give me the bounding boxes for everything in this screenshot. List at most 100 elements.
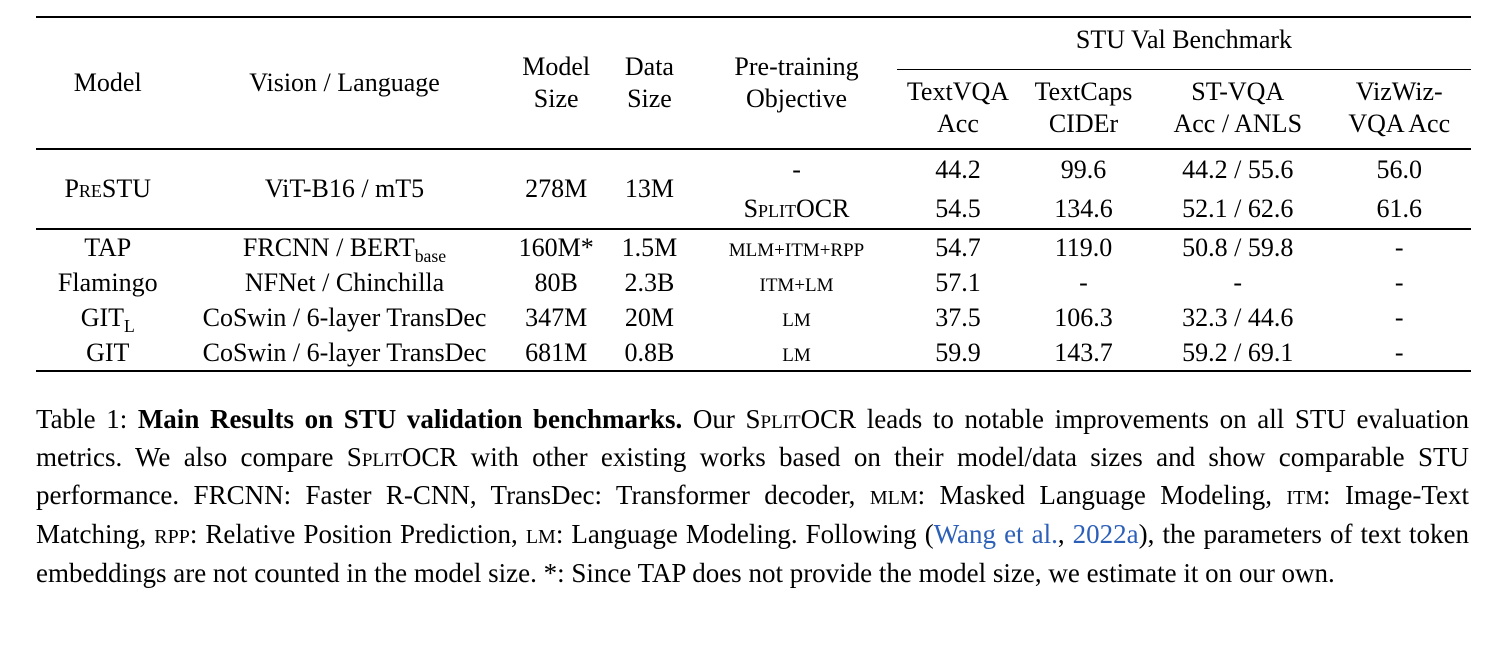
col-header-textvqa: TextVQA Acc: [897, 69, 1019, 149]
header-line-2: Acc: [937, 109, 979, 138]
cell-stvqa: 59.2 / 69.1: [1182, 337, 1294, 367]
citation-link-2022a[interactable]: 2022a: [1072, 519, 1139, 549]
cell-model: GITL: [36, 300, 180, 335]
table-row: Flamingo NFNet / Chinchilla 80B 2.3B ITM…: [36, 265, 1471, 300]
cell-model: TAP: [36, 229, 180, 265]
caption-text: : Masked Language Modeling,: [917, 480, 1287, 510]
cell-data-size: 2.3B: [624, 267, 675, 297]
col-header-vision-language: Vision / Language: [249, 68, 440, 97]
cell-textvqa: 57.1: [935, 267, 981, 297]
cell-stvqa: 44.2 / 55.6: [1182, 154, 1294, 184]
caption-title: Main Results on STU validation benchmark…: [137, 404, 683, 434]
caption-text: : Relative Position Prediction,: [189, 519, 526, 549]
header-line-2: Size: [627, 84, 672, 113]
cell-vision-language: NFNet / Chinchilla: [180, 265, 510, 300]
model-name: GIT: [86, 337, 130, 367]
cell-model-size: 347M: [525, 302, 588, 332]
cell-textcaps: 99.6: [1060, 154, 1107, 184]
cell-model: Flamingo: [36, 265, 180, 300]
col-header-data-size: Data Size: [603, 17, 696, 149]
cell-vision-language: CoSwin / 6-layer TransDec: [180, 300, 510, 335]
cell-objective: ITM+LM: [759, 267, 834, 297]
prestu-row-splitocr: SplitOCR 54.5 134.6 52.1 / 62.6 61.6: [36, 189, 1471, 229]
model-subscript: L: [124, 315, 135, 336]
cell-model: GIT: [36, 335, 180, 371]
cell-textvqa: 44.2: [935, 154, 981, 184]
header-line-1: Data: [624, 51, 674, 81]
cell-stvqa: 52.1 / 62.6: [1182, 193, 1294, 223]
header-line-1: Model: [522, 51, 591, 81]
table-row: GIT CoSwin / 6-layer TransDec 681M 0.8B …: [36, 335, 1471, 371]
col-header-model: Model: [73, 68, 142, 97]
header-line-2: VQA Acc: [1348, 109, 1451, 138]
caption-text: : Language Modeling. Following (: [555, 519, 934, 549]
cell-objective: SplitOCR: [743, 193, 850, 223]
cell-vizwiz: -: [1394, 302, 1404, 332]
model-name: Flamingo: [57, 267, 158, 297]
cell-model: PreSTU: [64, 174, 152, 203]
col-header-textcaps: TextCaps CIDEr: [1019, 69, 1148, 149]
caption-abbrev-rpp: RPP: [154, 519, 190, 550]
cell-vision-language: CoSwin / 6-layer TransDec: [180, 335, 510, 371]
caption-text: with other existing works based on their…: [36, 442, 1469, 510]
caption-text: ), the parameters of text token embeddin…: [36, 519, 1470, 588]
header-line-1: TextVQA: [906, 76, 1010, 106]
cell-data-size: 13M: [624, 174, 674, 203]
header-line-1: Pre-training: [734, 51, 859, 81]
table-header: Model Vision / Language Model Size Data …: [36, 17, 1471, 149]
cell-stvqa: 32.3 / 44.6: [1182, 302, 1294, 332]
cell-data-size: 0.8B: [624, 337, 675, 367]
model-name: TAP: [84, 232, 132, 262]
col-group-stu-val-benchmark: STU Val Benchmark: [896, 17, 1471, 70]
results-table: Model Vision / Language Model Size Data …: [36, 16, 1471, 372]
cell-textcaps: 143.7: [1054, 337, 1113, 367]
header-line-2: Acc / ANLS: [1173, 109, 1303, 138]
header-line-1: ST-VQA: [1191, 76, 1285, 106]
vision-language-subscript: base: [414, 245, 447, 266]
cell-model-size: 278M: [525, 174, 588, 203]
header-line-2: Objective: [745, 84, 848, 113]
cell-objective: LM: [782, 302, 811, 332]
caption-text: leads to notable improvements on all STU…: [36, 404, 1469, 472]
prestu-block: PreSTU ViT-B16 / mT5 278M 13M - 44.2 99.…: [36, 149, 1471, 229]
col-header-vizwiz: VizWiz- VQA Acc: [1327, 69, 1471, 149]
caption-text: Our: [682, 404, 746, 434]
header-line-2: CIDEr: [1048, 109, 1119, 138]
col-header-model-size: Model Size: [510, 17, 603, 149]
cell-model-size: 160M*: [518, 232, 594, 262]
cell-textvqa: 54.7: [935, 232, 981, 262]
col-header-pretraining-objective: Pre-training Objective: [696, 17, 897, 149]
cell-textvqa: 54.5: [935, 193, 981, 223]
cell-textvqa: 37.5: [935, 302, 981, 332]
cell-objective: -: [792, 154, 801, 184]
vision-language-text: CoSwin / 6-layer TransDec: [202, 302, 487, 332]
header-row-metrics: TextVQA Acc TextCaps CIDEr ST-VQA Acc / …: [36, 69, 1471, 149]
cell-vizwiz: -: [1394, 337, 1404, 367]
prestu-row-baseline: PreSTU ViT-B16 / mT5 278M 13M - 44.2 99.…: [36, 149, 1471, 204]
header-line-2: Size: [533, 84, 579, 113]
vision-language-text: NFNet / Chinchilla: [244, 267, 445, 297]
citation-link-wang-et-al[interactable]: Wang et al.: [933, 519, 1058, 549]
cell-objective: MLM+ITM+RPP: [728, 232, 865, 262]
cell-data-size: 1.5M: [621, 232, 678, 262]
header-line-1: VizWiz-: [1355, 76, 1443, 106]
cell-textcaps: 119.0: [1054, 232, 1113, 262]
caption-abbrev-itm: ITM: [1286, 480, 1324, 511]
cell-vision-language: ViT-B16 / mT5: [264, 174, 425, 203]
vision-language-text: FRCNN / BERT: [242, 232, 415, 262]
caption-text: : Image-Text Matching,: [36, 480, 1469, 549]
cell-textcaps: 106.3: [1054, 302, 1113, 332]
caption-abbrev-mlm: MLM: [869, 480, 918, 511]
cell-textvqa: 59.9: [935, 337, 981, 367]
header-row-top: Model Vision / Language Model Size Data …: [36, 17, 1471, 113]
col-header-stvqa: ST-VQA Acc / ANLS: [1148, 69, 1327, 149]
caption-splitocr: SplitOCR: [745, 404, 857, 434]
cell-vizwiz: -: [1394, 267, 1404, 297]
cell-stvqa: 50.8 / 59.8: [1182, 232, 1294, 262]
cell-textcaps: 134.6: [1054, 193, 1113, 223]
model-name: GIT: [80, 302, 125, 332]
vision-language-text: CoSwin / 6-layer TransDec: [202, 337, 487, 367]
table-row: TAP FRCNN / BERTbase 160M* 1.5M MLM+ITM+…: [36, 229, 1471, 265]
table-caption: Table 1: Main Results on STU validation …: [36, 400, 1469, 592]
caption-splitocr: SplitOCR: [346, 442, 458, 472]
